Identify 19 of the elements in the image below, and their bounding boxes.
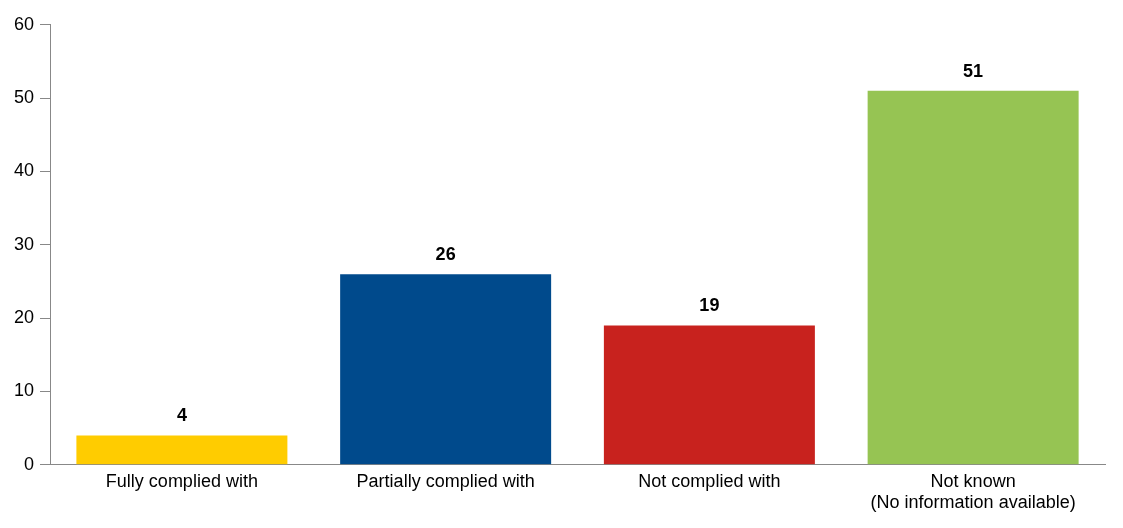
- y-tick-label: 0: [24, 453, 35, 474]
- y-tick-label: 50: [13, 87, 35, 108]
- y-tick-label: 20: [13, 307, 35, 328]
- y-tick-label: 10: [13, 380, 35, 401]
- data-label: 51: [963, 60, 984, 81]
- x-tick-label: Fully complied with: [105, 470, 258, 491]
- bar: [603, 325, 815, 465]
- data-label: 19: [699, 295, 720, 316]
- y-tick-label: 40: [13, 160, 35, 181]
- bar: [76, 435, 288, 465]
- data-label: 4: [176, 405, 187, 426]
- bar: [340, 274, 552, 465]
- x-tick-label: Not known (No information available): [870, 470, 1076, 513]
- data-label: 26: [435, 244, 456, 265]
- x-tick-label: Not complied with: [638, 470, 781, 491]
- x-tick-label: Partially complied with: [356, 470, 535, 491]
- bar: [867, 90, 1079, 465]
- y-tick-label: 60: [13, 13, 35, 34]
- y-tick-label: 30: [13, 233, 35, 254]
